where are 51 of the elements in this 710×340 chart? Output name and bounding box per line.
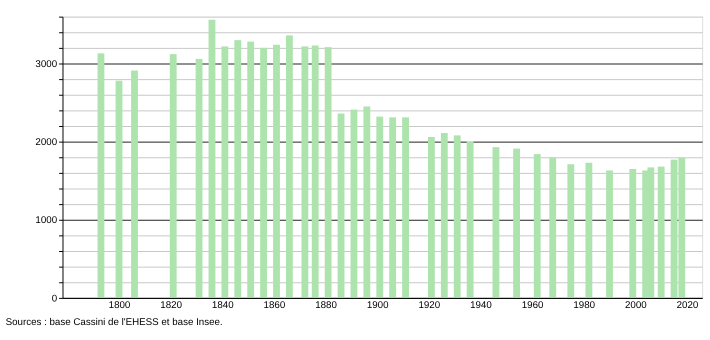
bar <box>170 54 177 298</box>
x-tick-label: 1960 <box>522 300 544 312</box>
bar <box>428 136 435 298</box>
bar <box>376 116 384 298</box>
bar <box>234 40 242 298</box>
y-tick-label: 0 <box>52 293 58 304</box>
bar <box>324 47 332 298</box>
bar <box>466 142 474 298</box>
bar <box>549 157 556 298</box>
bar <box>606 170 613 298</box>
bar <box>338 114 344 298</box>
x-tick-label: 1980 <box>573 300 596 312</box>
bar <box>629 168 636 298</box>
x-tick-label: 1880 <box>315 300 338 312</box>
bar <box>260 48 268 298</box>
bar <box>658 166 665 298</box>
bar <box>440 133 448 298</box>
bar <box>492 147 500 298</box>
bar <box>585 162 592 298</box>
bar <box>196 58 202 298</box>
bar <box>247 42 254 298</box>
x-tick-label: 2020 <box>676 300 699 312</box>
bar <box>350 110 358 298</box>
bar <box>131 70 138 298</box>
x-tick-label: 2000 <box>624 300 648 312</box>
x-tick-label: 1800 <box>108 300 131 312</box>
y-tick-label: 3000 <box>35 58 58 70</box>
bar <box>98 53 104 298</box>
bar <box>534 154 541 298</box>
bar <box>221 46 228 298</box>
x-tick-label: 1920 <box>418 300 441 312</box>
bar <box>301 46 308 298</box>
x-tick-label: 1860 <box>264 300 286 312</box>
bar <box>454 135 461 298</box>
bar <box>116 80 122 298</box>
x-tick-label: 1900 <box>366 300 390 312</box>
bar <box>363 106 370 298</box>
x-tick-label: 1940 <box>470 300 492 312</box>
y-tick-label: 1000 <box>35 215 58 226</box>
y-tick-label: 2000 <box>35 137 58 148</box>
x-tick-label: 1840 <box>212 300 234 312</box>
bar <box>567 164 574 298</box>
source-note: Sources : base Cassini de l'EHESS et base Insee. <box>6 317 223 328</box>
bar <box>312 46 319 298</box>
bar <box>389 117 396 298</box>
bar <box>273 44 280 298</box>
bar <box>402 117 409 298</box>
bar <box>286 35 293 298</box>
x-tick-label: 1820 <box>160 300 183 312</box>
bar <box>208 20 216 298</box>
bar <box>513 148 520 298</box>
